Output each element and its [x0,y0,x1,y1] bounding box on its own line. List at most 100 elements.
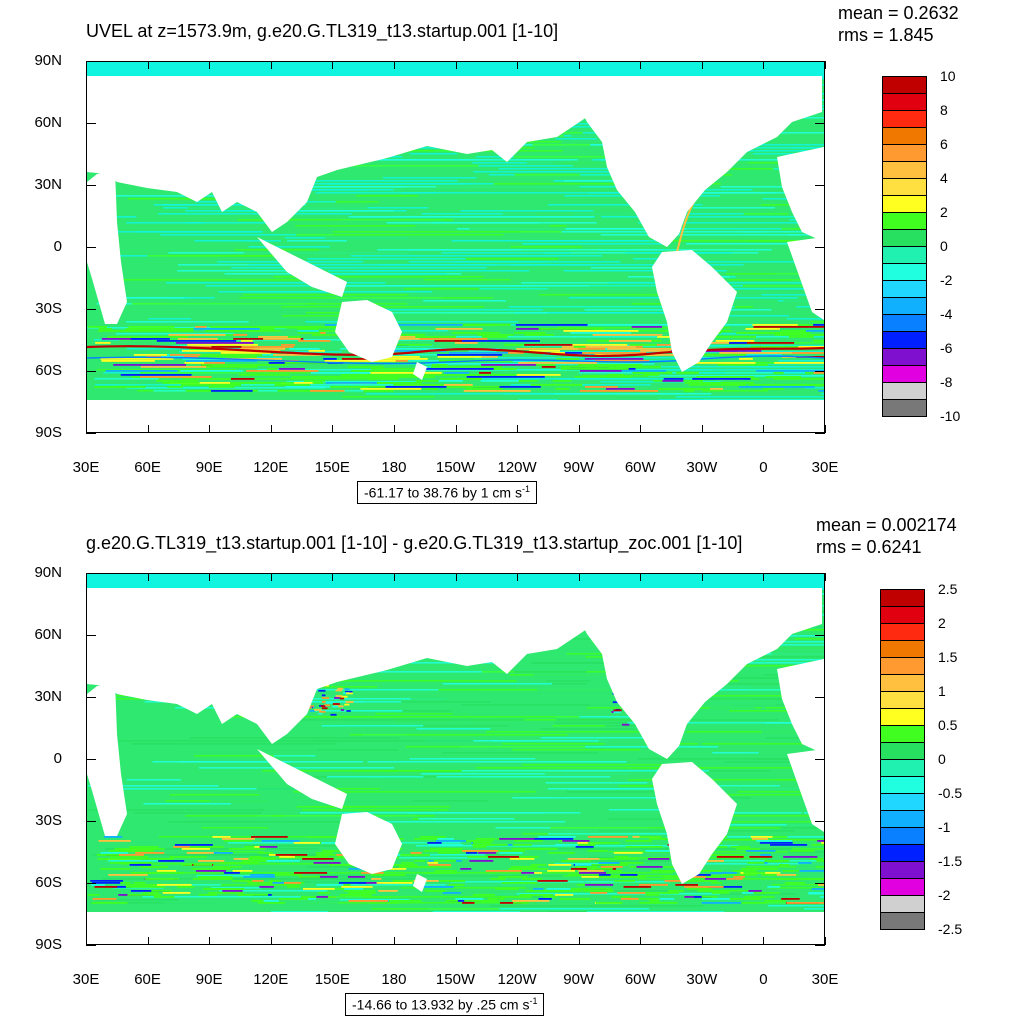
field-streak [273,755,316,757]
acc-streak [442,892,461,894]
field-streak [115,749,318,751]
field-streak [317,875,564,877]
acc-streak [224,840,252,842]
field-streak [379,776,478,778]
acc-streak [110,856,149,858]
field-streak [305,321,519,323]
field-streak [177,270,324,272]
field-streak [194,240,281,242]
acc-streak [377,344,432,346]
acc-streak [419,338,488,340]
acc-streak [414,838,442,840]
field-streak [362,159,578,161]
field-streak [676,683,824,685]
lat-label-30n: 30N [34,176,62,193]
field-streak [722,686,795,688]
field-streak [129,396,297,398]
field-streak [554,393,712,395]
field-streak [718,794,824,796]
acc-streak [577,888,613,890]
field-streak [95,384,222,386]
acc-streak [509,858,535,860]
field-streak [339,725,509,727]
acc-streak [716,856,744,858]
acc-streak [127,894,162,896]
field-streak [87,785,219,787]
acc-streak [715,340,755,342]
acc-streak [87,894,100,896]
acc-streak [478,372,492,374]
land-greenland [727,592,787,644]
field-streak [772,372,824,374]
field-streak [675,396,824,398]
colorbar-swatch [882,110,927,128]
acc-streak [274,336,302,338]
acc-streak [587,842,620,844]
acc-streak [793,870,824,872]
acc-streak [729,898,762,900]
acc-streak [438,380,463,382]
field-streak [142,896,372,898]
field-streak [771,884,824,886]
acc-streak [399,374,456,376]
acc-streak [139,866,169,868]
field-streak [87,809,265,811]
acc-streak [97,858,122,860]
acc-streak [434,340,477,342]
acc-streak [625,846,663,848]
acc-streak [548,864,572,866]
lon-label: 30E [811,971,839,988]
acc-streak [146,872,182,874]
acc-streak [284,362,328,364]
field-streak [315,273,447,275]
acc-streak [243,876,276,878]
acc-streak [439,880,462,882]
field-streak [485,342,730,344]
field-streak [741,231,824,233]
acc-streak [424,872,457,874]
field-streak [657,234,801,236]
field-streak [401,710,452,712]
y-tick-mark [815,309,825,310]
field-streak [250,189,451,191]
acc-streak [645,850,673,852]
field-streak [421,213,536,215]
acc-streak [200,878,233,880]
acc-streak [225,358,283,360]
y-tick-mark [815,635,825,636]
field-streak [671,201,735,203]
acc-streak [510,868,537,870]
acc-streak [701,902,742,904]
eddy-streak [331,705,339,708]
acc-streak [805,330,824,332]
acc-streak [474,844,508,846]
acc-streak [813,372,824,374]
acc-streak [177,886,195,888]
acc-streak [570,868,588,870]
colorbar-label: -2 [938,887,951,903]
field-streak [123,393,366,395]
acc-streak [732,870,757,872]
colorbar-swatch [882,331,927,349]
field-streak [727,812,802,814]
field-streak [768,905,824,907]
acc-streak [437,374,508,376]
acc-streak [461,340,540,342]
acc-streak [784,882,805,884]
y-tick-mark [815,573,825,574]
x-tick-mark [701,425,703,433]
acc-streak [585,366,661,368]
acc-streak [660,388,688,390]
acc-streak [685,388,722,390]
acc-streak [778,864,790,866]
acc-streak [538,836,576,838]
x-tick-mark [147,937,149,945]
acc-streak [297,328,319,330]
acc-streak [756,840,793,842]
acc-streak [224,326,290,328]
acc-streak [524,344,589,346]
acc-streak [541,366,556,368]
acc-streak [318,892,330,894]
acc-streak [423,886,454,888]
acc-streak [745,378,760,380]
